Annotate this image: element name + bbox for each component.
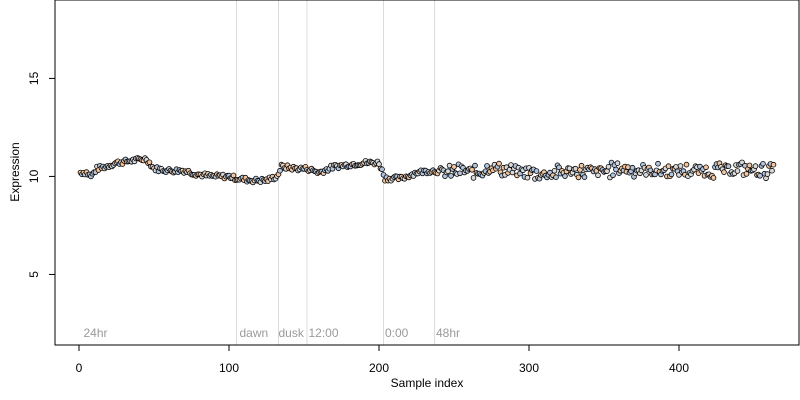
data-point	[533, 168, 540, 174]
data-point	[572, 165, 579, 172]
data-point	[743, 171, 750, 177]
y-tick-label: 15	[27, 71, 41, 85]
x-axis-label: Sample index	[391, 376, 464, 390]
data-point	[734, 168, 741, 174]
data-point	[575, 174, 582, 181]
data-point	[643, 172, 649, 178]
data-point	[760, 161, 766, 167]
time-annotation: 12:00	[309, 326, 339, 340]
data-point	[484, 163, 490, 169]
x-tick-label: 100	[219, 361, 239, 375]
data-point	[752, 163, 759, 169]
data-point	[629, 164, 636, 171]
y-tick-label: 10	[27, 169, 41, 183]
data-point	[725, 163, 732, 170]
y-tick-label: 5	[27, 271, 41, 278]
data-point	[614, 160, 621, 167]
x-tick-label: 200	[369, 361, 389, 375]
data-point	[683, 161, 690, 168]
data-point	[710, 175, 717, 181]
data-point	[668, 171, 675, 178]
data-point	[595, 172, 601, 179]
data-point	[703, 164, 709, 171]
data-point	[470, 175, 477, 181]
data-point	[562, 173, 568, 179]
data-point	[472, 162, 478, 169]
y-axis-label: Expression	[8, 142, 22, 201]
data-point	[451, 164, 457, 170]
data-point	[524, 174, 531, 181]
data-point	[445, 168, 451, 175]
data-point	[721, 169, 727, 175]
data-point	[610, 172, 616, 179]
data-point	[757, 173, 763, 179]
data-point	[277, 167, 283, 174]
data-point	[605, 164, 612, 170]
data-point	[448, 173, 454, 179]
x-tick-label: 400	[669, 361, 689, 375]
data-point	[746, 162, 753, 169]
data-point	[469, 167, 475, 173]
data-point	[496, 160, 502, 167]
data-point	[665, 163, 672, 170]
data-point	[551, 168, 558, 174]
data-point	[457, 170, 463, 177]
data-point	[770, 161, 777, 168]
data-point	[553, 174, 559, 181]
x-tick-label: 300	[519, 361, 539, 375]
data-point	[764, 171, 771, 177]
time-annotations: 24hr dawn dusk 12:00 0:00 48hr	[84, 326, 461, 340]
data-point	[566, 165, 573, 172]
x-axis: 0 100 200 300 400	[76, 344, 689, 375]
data-points	[77, 155, 777, 186]
data-point	[556, 164, 562, 171]
data-point	[769, 167, 775, 174]
data-point	[230, 172, 237, 179]
data-point	[655, 160, 661, 167]
data-point	[677, 163, 684, 169]
time-annotation: 24hr	[84, 326, 108, 340]
data-point	[578, 162, 585, 169]
data-point	[379, 166, 385, 173]
x-tick-label: 0	[76, 361, 83, 375]
time-annotation: dusk	[279, 326, 305, 340]
y-axis: 5 10 15	[27, 71, 56, 278]
data-point	[581, 174, 588, 180]
time-annotation: 48hr	[436, 326, 460, 340]
time-annotation: dawn	[240, 326, 269, 340]
time-annotation: 0:00	[385, 326, 409, 340]
